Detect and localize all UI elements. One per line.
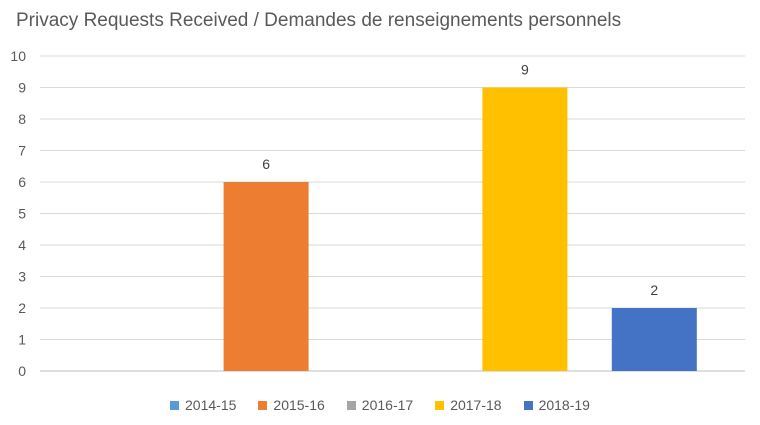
legend-item: 2017-18	[435, 397, 502, 413]
legend-label: 2017-18	[450, 397, 502, 413]
legend-item: 2018-19	[523, 397, 590, 413]
legend-label: 2016-17	[361, 397, 414, 413]
y-tick-label: 2	[18, 300, 26, 316]
y-tick-label: 7	[18, 143, 26, 159]
y-tick-label: 0	[18, 363, 26, 379]
bar-2018-19	[611, 308, 697, 371]
chart-legend: 2014-15 2015-16 2016-17 2017-18 2018-19	[0, 397, 760, 413]
data-label-2018-19: 2	[650, 282, 658, 298]
legend-item: 2014-15	[170, 397, 236, 413]
legend-swatch	[170, 400, 180, 410]
y-tick-label: 10	[10, 48, 26, 64]
y-tick-label: 4	[18, 237, 26, 253]
legend-label: 2018-19	[538, 397, 590, 413]
legend-swatch	[523, 400, 533, 410]
y-tick-label: 5	[18, 206, 26, 222]
y-tick-label: 6	[18, 174, 26, 190]
data-label-2017-18: 9	[521, 62, 529, 78]
legend-item: 2016-17	[346, 397, 414, 413]
bar-2015-16	[223, 182, 309, 371]
legend-swatch	[346, 400, 356, 410]
y-tick-label: 9	[18, 80, 26, 96]
legend-label: 2015-16	[273, 397, 325, 413]
y-tick-label: 3	[18, 269, 26, 285]
bar-2017-18	[482, 87, 568, 371]
legend-swatch	[435, 400, 445, 410]
chart-title: Privacy Requests Received / Demandes de …	[16, 10, 622, 31]
y-tick-label: 8	[18, 111, 26, 127]
legend-swatch	[258, 400, 268, 410]
legend-label: 2014-15	[185, 397, 237, 413]
y-tick-label: 1	[18, 332, 26, 348]
data-label-2015-16: 6	[262, 156, 270, 172]
legend-item: 2015-16	[258, 397, 325, 413]
